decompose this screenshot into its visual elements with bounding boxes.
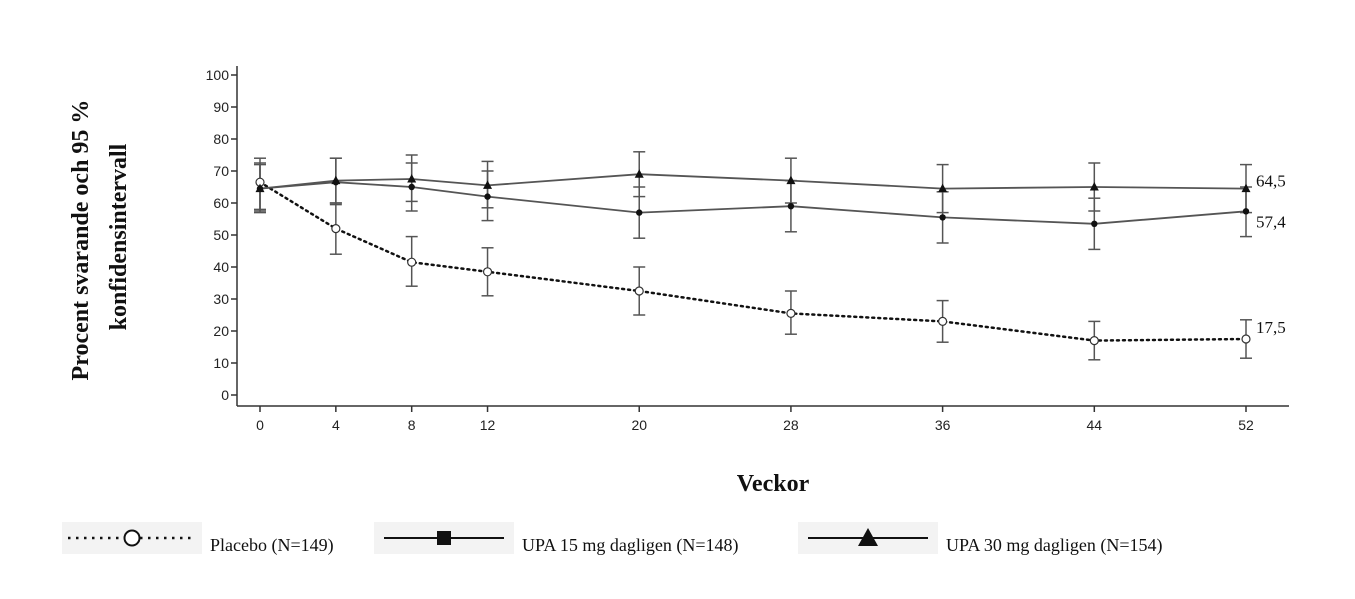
point-placebo (1089, 336, 1099, 346)
legend-swatch-upa15 (374, 522, 514, 554)
x-tick-label: 8 (408, 417, 416, 433)
filled-square-icon (384, 531, 504, 545)
axes: 0 10 20 30 40 50 60 70 80 90 100 0 4 8 12 20 28 36 44 52 (206, 66, 1289, 433)
point-upa15 (939, 214, 946, 221)
x-tick-label: 44 (1087, 417, 1103, 433)
point-upa30 (938, 183, 948, 193)
point-placebo (634, 286, 644, 296)
x-axis-title: Veckor (737, 471, 810, 497)
legend: Placebo (N=149) UPA 15 mg dagligen (N=14… (62, 518, 1302, 558)
y-tick-label: 80 (213, 131, 229, 147)
legend-item-upa15: UPA 15 mg dagligen (N=148) (374, 518, 738, 558)
y-tick-label: 20 (213, 323, 229, 339)
legend-label-upa15: UPA 15 mg dagligen (N=148) (522, 535, 739, 555)
point-placebo (786, 308, 796, 318)
point-upa30 (407, 174, 417, 183)
point-upa30 (255, 183, 265, 193)
point-upa15 (787, 203, 795, 210)
x-tick-label: 0 (256, 417, 264, 433)
point-placebo (938, 316, 948, 326)
y-tick-label: 50 (213, 227, 229, 243)
legend-item-upa30: UPA 30 mg dagligen (N=154) (798, 518, 1162, 558)
data-points (255, 169, 1251, 346)
x-tick-label: 4 (332, 417, 340, 433)
y-tick-label: 10 (213, 355, 229, 371)
end-labels: 17,5 57,4 64,5 (1256, 172, 1286, 337)
legend-item-placebo: Placebo (N=149) (62, 518, 334, 558)
chart: 0 10 20 30 40 50 60 70 80 90 100 0 4 8 12 20 28 36 44 52 17… (68, 66, 1289, 497)
x-tick-label: 12 (480, 417, 496, 433)
y-tick-label: 40 (213, 259, 229, 275)
y-tick-label: 70 (213, 163, 229, 179)
point-upa15 (408, 183, 415, 191)
point-upa30 (483, 180, 493, 189)
point-upa30 (1241, 183, 1251, 193)
y-tick-label: 30 (213, 291, 229, 307)
legend-label-placebo: Placebo (N=149) (210, 535, 334, 555)
open-circle-icon (68, 529, 196, 547)
y-tick-label: 100 (206, 67, 230, 83)
point-upa30 (331, 175, 341, 185)
point-upa30 (786, 175, 796, 185)
y-axis-title: Procent svarande och 95 % konfidensinter… (68, 94, 132, 381)
legend-swatch-placebo (62, 522, 202, 554)
axis-titles: Veckor Procent svarande och 95 % konfide… (68, 94, 810, 497)
y-tick-label: 60 (213, 195, 229, 211)
y-axis-title-line-2: konfidensintervall (106, 143, 132, 330)
point-placebo (331, 224, 341, 234)
x-tick-label: 52 (1238, 417, 1254, 433)
point-upa30 (634, 169, 644, 178)
filled-triangle-icon (808, 528, 928, 546)
error-bars (254, 151, 1252, 361)
point-placebo (407, 257, 417, 267)
point-placebo (482, 267, 493, 277)
point-placebo (1241, 334, 1251, 344)
y-axis-title-line-1: Procent svarande och 95 % (68, 100, 94, 381)
end-label-upa30: 64,5 (1256, 172, 1286, 191)
series-line-upa15 (259, 181, 1247, 225)
end-label-placebo: 17,5 (1256, 318, 1286, 337)
point-upa15 (636, 209, 643, 216)
y-tick-label: 0 (221, 387, 229, 403)
point-upa15 (1242, 208, 1250, 215)
x-tick-label: 36 (935, 417, 951, 433)
point-upa30 (1089, 182, 1099, 191)
x-tick-label: 20 (631, 417, 647, 433)
point-upa15 (1091, 220, 1098, 227)
series-lines (258, 173, 1248, 342)
point-upa15 (484, 193, 491, 200)
end-label-upa15: 57,4 (1256, 212, 1286, 231)
y-tick-label: 90 (213, 99, 229, 115)
x-tick-label: 28 (783, 417, 799, 433)
legend-label-upa30: UPA 30 mg dagligen (N=154) (946, 535, 1163, 555)
legend-swatch-upa30 (798, 522, 938, 554)
